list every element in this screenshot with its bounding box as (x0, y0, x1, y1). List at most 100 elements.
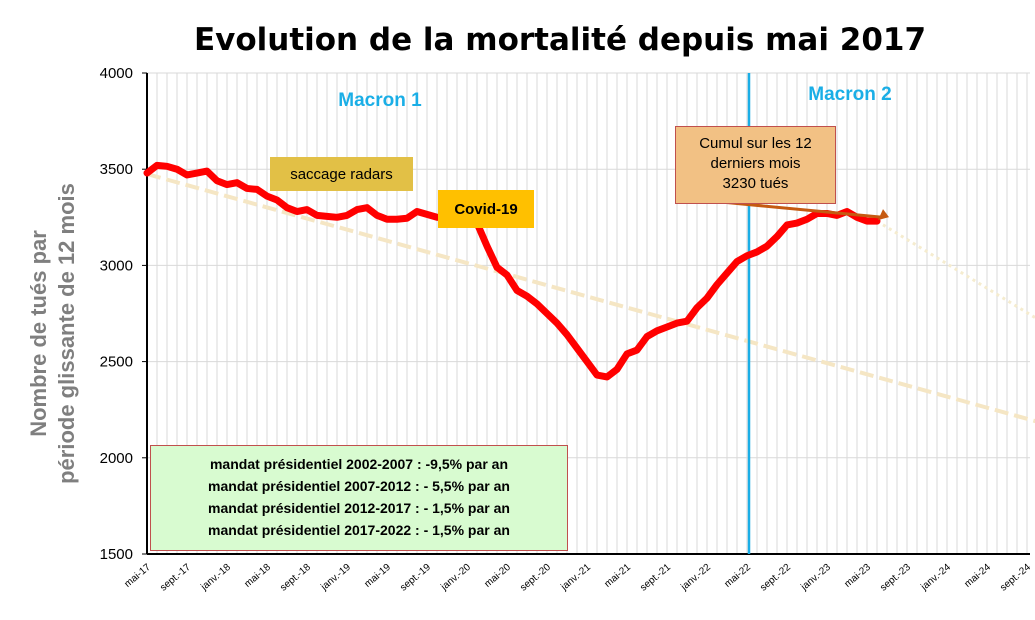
annotation-radars-label: saccage radars (290, 165, 393, 183)
y-axis-label-line: Nombre de tués par (26, 230, 51, 437)
annotation-covid-label: Covid-19 (454, 200, 518, 218)
x-tick-label: janv.-18 (198, 562, 233, 594)
x-tick-label: sept.-21 (638, 562, 673, 594)
data-point (165, 164, 169, 168)
data-point (235, 181, 239, 185)
data-point (495, 265, 499, 269)
x-tick-label: janv.-20 (438, 562, 473, 594)
data-point (325, 214, 329, 218)
data-point (745, 254, 749, 258)
data-point (345, 213, 349, 217)
data-point (575, 346, 579, 350)
data-point (525, 294, 529, 298)
data-point (665, 325, 669, 329)
chart-title: Evolution de la mortalité depuis mai 201… (194, 22, 926, 58)
data-point (245, 186, 249, 190)
data-point (405, 216, 409, 220)
data-point (305, 208, 309, 212)
data-point (765, 244, 769, 248)
x-tick-label: sept.-19 (398, 562, 433, 594)
x-tick-label: sept.-17 (158, 562, 193, 594)
data-point (775, 235, 779, 239)
x-tick-label: janv.-21 (558, 562, 593, 594)
data-point (545, 312, 549, 315)
data-point (425, 212, 429, 216)
data-point (855, 215, 859, 219)
mortality-series-line (143, 161, 881, 381)
data-point (595, 373, 599, 377)
data-point (725, 271, 729, 275)
data-point (155, 163, 159, 167)
y-axis-label: Nombre de tués par période glissante de 1… (26, 183, 79, 484)
x-tick-label: mai-23 (842, 562, 873, 590)
data-point (285, 206, 289, 210)
data-point (625, 352, 629, 356)
data-point (145, 171, 149, 175)
x-tick-label: janv.-24 (918, 562, 953, 594)
y-tick-label: 4000 (100, 65, 133, 82)
data-point (615, 367, 619, 371)
annotation-cumul-line: derniers mois (710, 155, 801, 172)
y-tick-label: 3000 (100, 257, 133, 274)
data-point (435, 215, 439, 219)
data-point (835, 213, 839, 217)
data-point (795, 221, 799, 225)
data-point (185, 173, 189, 177)
annotation-cumul-line: 3230 tués (722, 175, 789, 192)
x-tick-label: sept.-22 (758, 562, 793, 594)
data-point (315, 213, 319, 217)
data-point (515, 288, 519, 292)
data-point (215, 179, 219, 183)
x-tick-label: mai-21 (602, 562, 633, 590)
data-point (565, 333, 569, 337)
x-tick-label: sept.-23 (878, 562, 913, 594)
y-tick-label: 2000 (100, 450, 133, 467)
x-tick-label: sept.-18 (278, 562, 313, 594)
x-tick-label: mai-17 (122, 562, 153, 590)
y-tick-label: 1500 (100, 546, 133, 563)
mandat-line: mandat présidentiel 2017-2022 : - 1,5% p… (208, 522, 510, 538)
x-tick-label: mai-20 (482, 562, 513, 590)
data-point (605, 375, 609, 379)
data-point (635, 348, 639, 352)
data-point (805, 217, 809, 221)
mandat-line: mandat présidentiel 2007-2012 : - 5,5% p… (208, 478, 510, 494)
data-point (395, 217, 399, 221)
data-point (645, 335, 649, 339)
x-tick-label: mai-19 (362, 562, 393, 590)
data-point (365, 206, 369, 210)
period-label-macron-2: Macron 2 (808, 84, 891, 105)
annotation-covid: Covid-19 (438, 190, 534, 228)
y-axis-label-line: période glissante de 12 mois (54, 183, 79, 484)
data-point (205, 169, 209, 173)
data-point (335, 215, 339, 219)
data-point (715, 283, 719, 287)
x-tick-label: mai-24 (962, 562, 993, 590)
data-point (585, 360, 589, 364)
data-point (785, 223, 789, 227)
y-tick-label: 3500 (100, 161, 133, 178)
data-point (735, 260, 739, 264)
data-point (265, 194, 269, 198)
data-point (675, 321, 679, 325)
data-point (355, 208, 359, 212)
x-tick-label: mai-22 (722, 562, 753, 590)
x-tick-label: mai-18 (242, 562, 273, 590)
callout-arrow-head (878, 209, 889, 221)
trend-line (146, 172, 1035, 424)
data-point (695, 306, 699, 310)
data-point (175, 167, 179, 171)
x-tick-label: janv.-22 (678, 562, 713, 594)
data-point (505, 273, 509, 277)
data-point (295, 210, 299, 214)
annotation-mandats: mandat présidentiel 2002-2007 : -9,5% pa… (150, 445, 568, 551)
data-point (655, 329, 659, 333)
projection-line (876, 219, 1035, 320)
data-point (275, 198, 279, 202)
x-tick-label: sept.-20 (518, 562, 553, 594)
data-point (705, 296, 709, 300)
data-point (195, 171, 199, 175)
period-label-macron-1: Macron 1 (338, 90, 422, 111)
data-point (485, 244, 489, 248)
